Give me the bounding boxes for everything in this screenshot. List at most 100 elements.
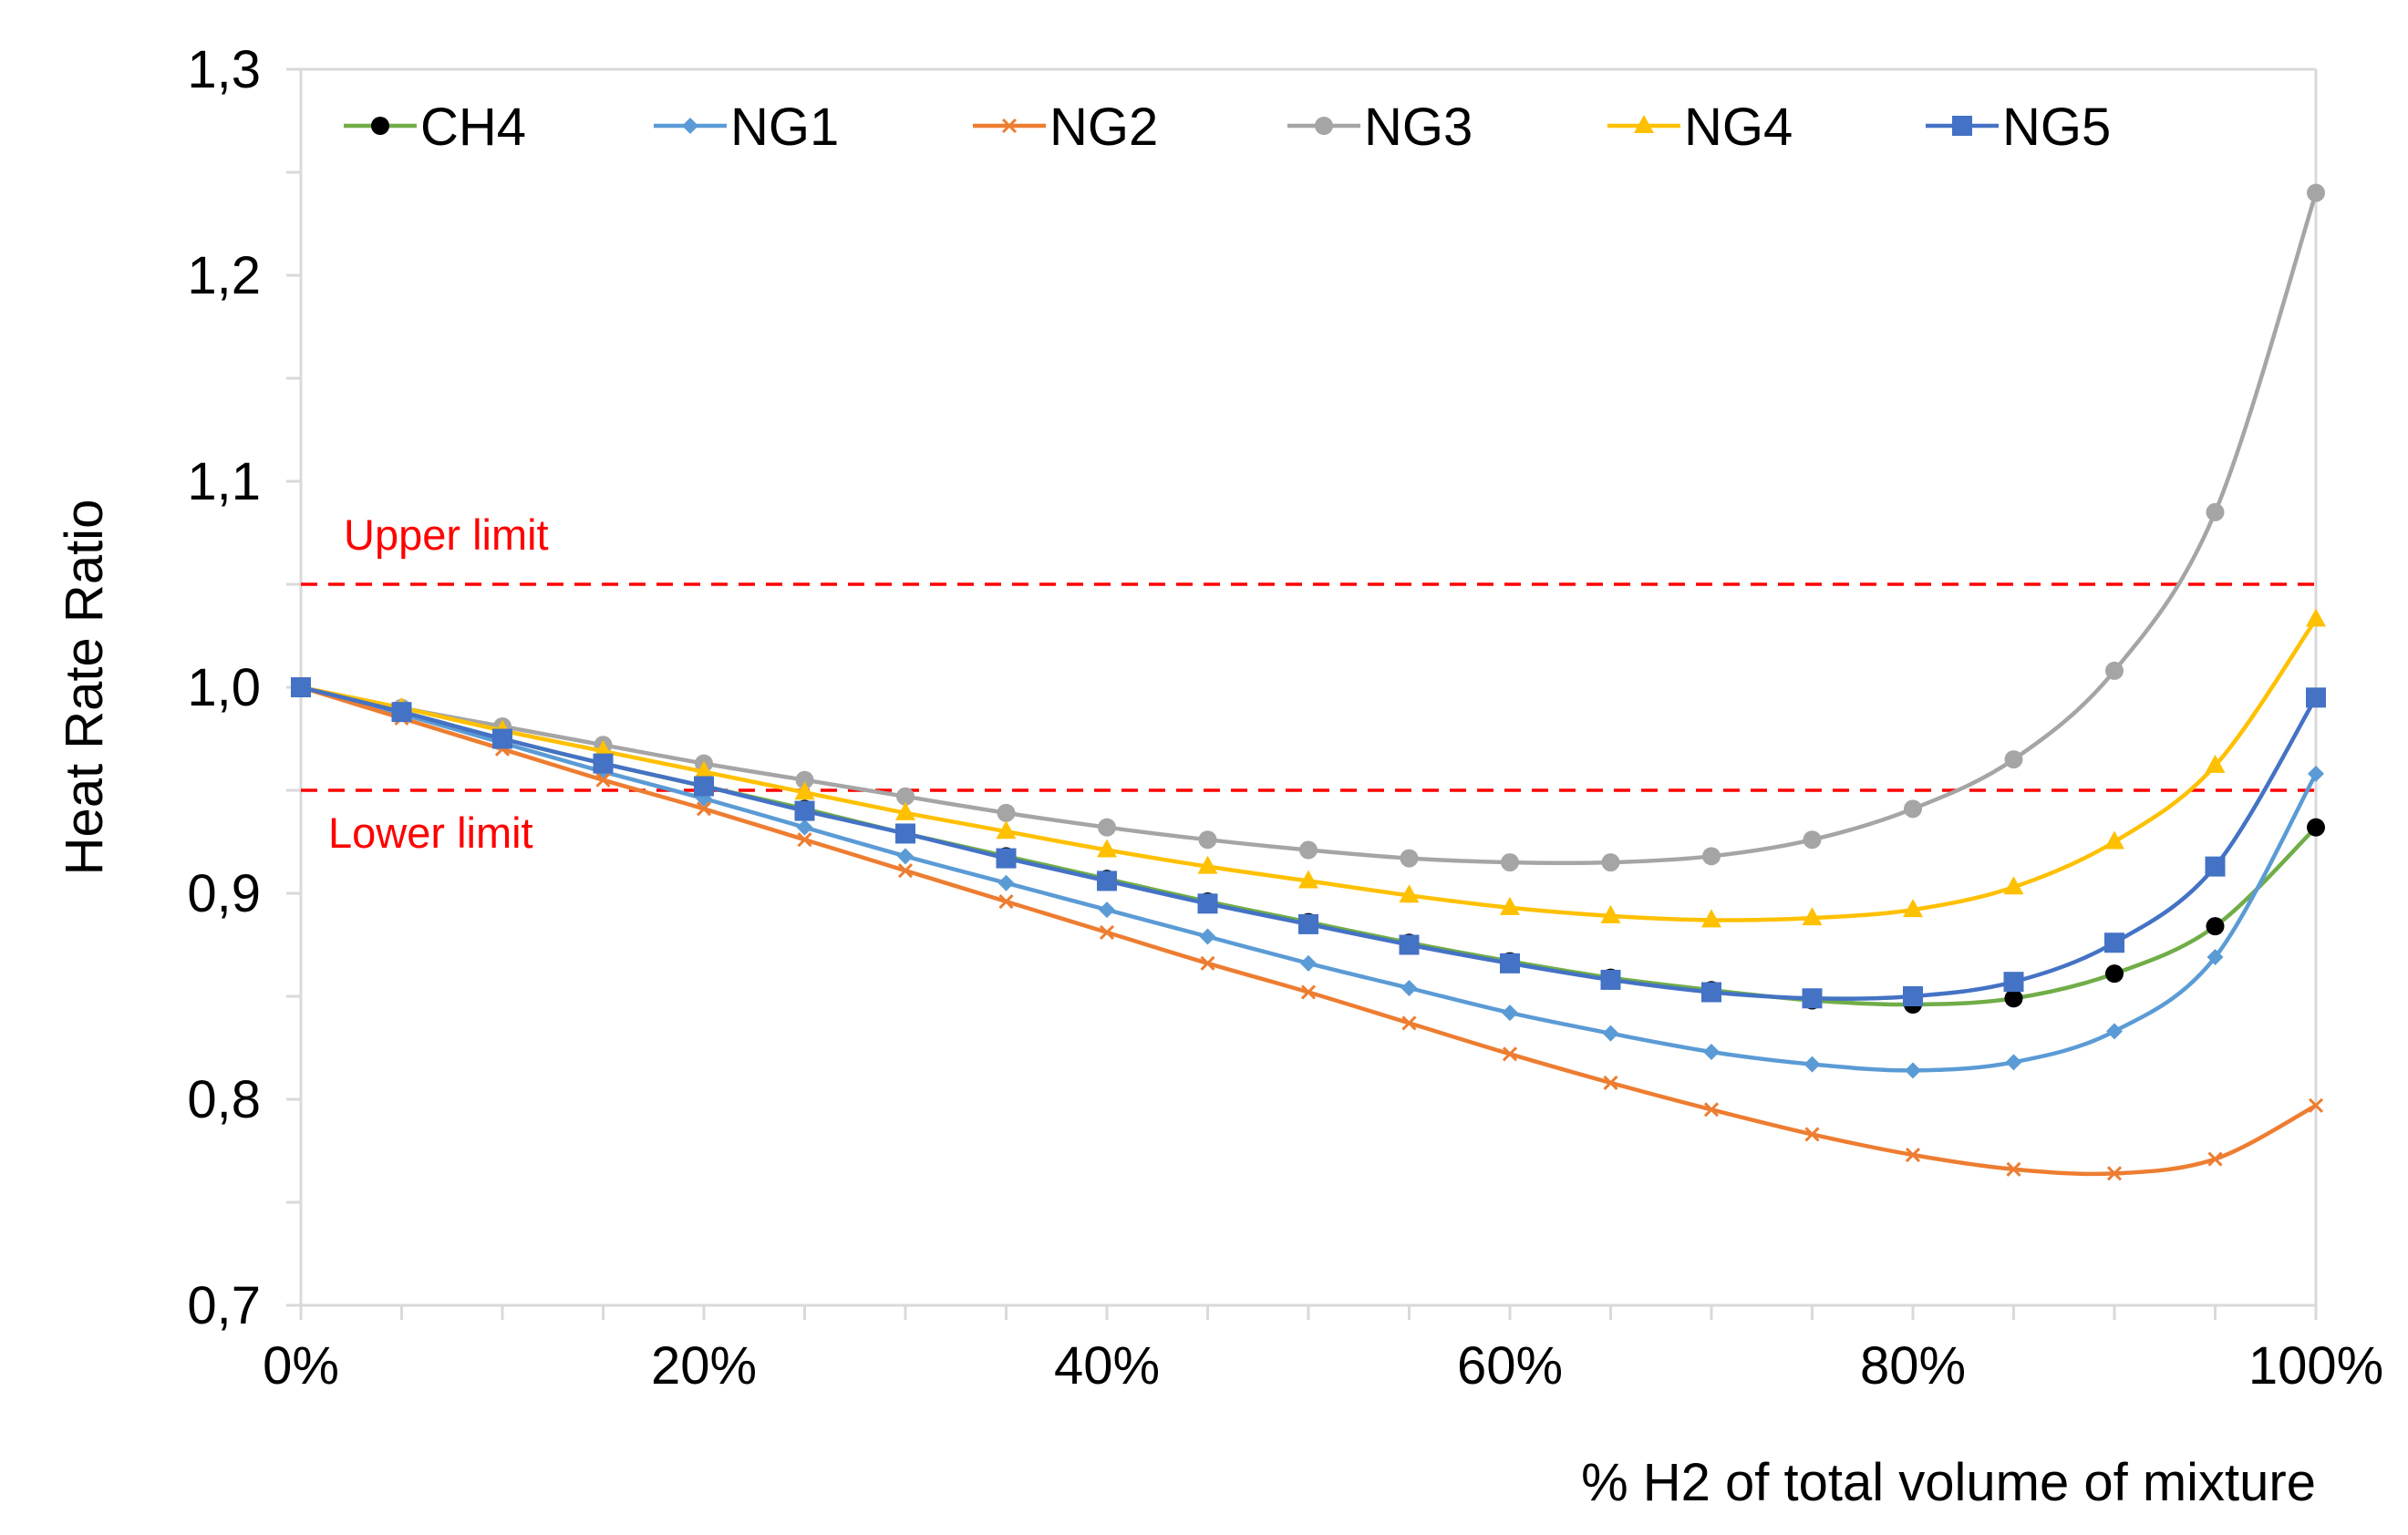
x-tick-label: 80% [1860,1336,1966,1396]
data-point-ng5 [694,776,714,797]
data-point-ng2 [1703,1102,1720,1118]
data-point-ng4 [2003,876,2024,895]
legend-label-ng5: NG5 [2002,98,2111,157]
data-point-ng1 [997,874,1015,891]
data-point-ng1 [1199,928,1216,945]
series-line-ng3 [300,191,2319,866]
data-point-ng4 [1903,899,1923,918]
legend-item-ng1: NG1 [654,98,839,157]
data-point-ng5 [1399,934,1420,955]
legend-label-ng4: NG4 [1684,98,1793,157]
legend-marker-ng5 [1952,116,1972,136]
data-point-ng1 [1400,979,1418,996]
legend-marker-ng4 [1634,115,1654,133]
data-point-ch4 [2004,989,2023,1008]
data-point-ng5 [794,800,815,821]
data-point-ng4 [1298,870,1318,889]
y-tick-label: 0,9 [187,864,261,923]
legend-label-ng3: NG3 [1364,98,1473,157]
data-point-ng2 [1603,1075,1618,1090]
data-point-ng1 [2308,765,2324,782]
data-point-ng5 [2205,856,2226,877]
data-point-ng2 [797,832,812,848]
data-point-ng4 [2306,608,2326,627]
x-tick-label: 100% [2248,1336,2383,1396]
reference-lines: Upper limit Lower limit [301,510,2316,857]
data-point-ng3 [1501,853,1519,872]
data-point-ng2 [2207,1151,2223,1167]
data-point-ng5 [1500,953,1520,974]
data-point-ng1 [1602,1025,1619,1042]
data-point-ng2 [2106,1166,2123,1181]
y-axis: 0,7 0,8 0,9 1,0 1,1 1,2 1,3 [187,40,303,1335]
legend-marker-ng2 [1001,118,1018,134]
data-point-ng4 [996,820,1017,840]
data-point-ch4 [2206,917,2225,936]
data-point-ng3 [1299,840,1318,860]
data-point-ng4 [1600,904,1621,923]
data-point-ng4 [2205,754,2226,773]
data-point-ng2 [1905,1147,1921,1163]
series-ng5 [291,677,2326,1009]
data-point-ng4 [1500,896,1520,915]
data-point-ng5 [1903,986,1923,1006]
data-point-ng5 [1298,913,1318,934]
data-point-ng3 [1601,853,1620,872]
data-point-ng2 [595,772,611,788]
data-point-ng4 [895,801,915,820]
y-tick-label: 1,2 [187,246,261,305]
x-tick-label: 20% [651,1336,757,1396]
legend-item-ng2: NG2 [973,98,1158,157]
data-point-ng5 [2104,932,2124,953]
legend-marker-ng1 [682,118,698,134]
data-point-ng5 [2003,972,2024,993]
data-point-ng5 [996,848,1017,869]
legend: CH4 NG1 NG2 NG3 NG4 NG5 [344,98,2111,157]
reference-label-upper: Upper limit [344,510,549,559]
data-point-ng3 [1400,849,1419,868]
data-point-ng1 [1905,1062,1921,1079]
y-tick-label: 0,7 [187,1276,261,1335]
legend-label-ng2: NG2 [1049,98,1158,157]
data-point-ng2 [1401,1015,1417,1031]
data-point-ng3 [2004,750,2023,769]
data-point-ng3 [1098,818,1116,837]
data-point-ng5 [1097,871,1117,891]
data-point-ng2 [998,893,1014,910]
data-point-ng1 [897,848,914,865]
data-point-ng2 [897,863,914,879]
data-point-ng1 [1502,1004,1518,1022]
x-tick-label: 0% [263,1336,339,1396]
data-point-ng4 [1802,907,1823,926]
data-point-ng5 [2306,687,2326,708]
data-point-ng1 [796,819,813,836]
data-point-ng5 [492,728,512,749]
data-point-ng3 [1198,830,1217,850]
series-layer [291,183,2326,1181]
legend-item-ng4: NG4 [1607,98,1793,157]
x-axis: 0% 20% 40% 60% 80% 100% [263,1303,2383,1396]
data-point-ch4 [2307,818,2325,837]
data-point-ng1 [2206,949,2224,966]
data-point-ng2 [1804,1127,1820,1142]
data-point-ng1 [1703,1044,1720,1061]
data-point-ng3 [997,803,1016,822]
data-point-ch4 [2105,964,2124,984]
legend-label-ch4: CH4 [420,98,526,157]
data-point-ng5 [1701,982,1721,1003]
data-point-ng1 [1300,954,1317,972]
data-point-ng2 [2308,1097,2324,1113]
data-point-ng3 [1702,847,1721,866]
data-point-ng3 [1904,799,1922,819]
data-point-ng5 [391,702,412,723]
data-point-ng2 [696,801,712,817]
data-point-ng3 [1803,830,1822,850]
x-tick-label: 40% [1054,1336,1160,1396]
legend-item-ng3: NG3 [1287,98,1473,157]
data-point-ng4 [2104,830,2124,850]
data-point-ng1 [1099,901,1115,919]
x-axis-title: % H2 of total volume of mixture [1581,1453,2316,1512]
data-point-ng2 [2006,1161,2021,1177]
data-point-ng2 [1300,984,1317,1000]
